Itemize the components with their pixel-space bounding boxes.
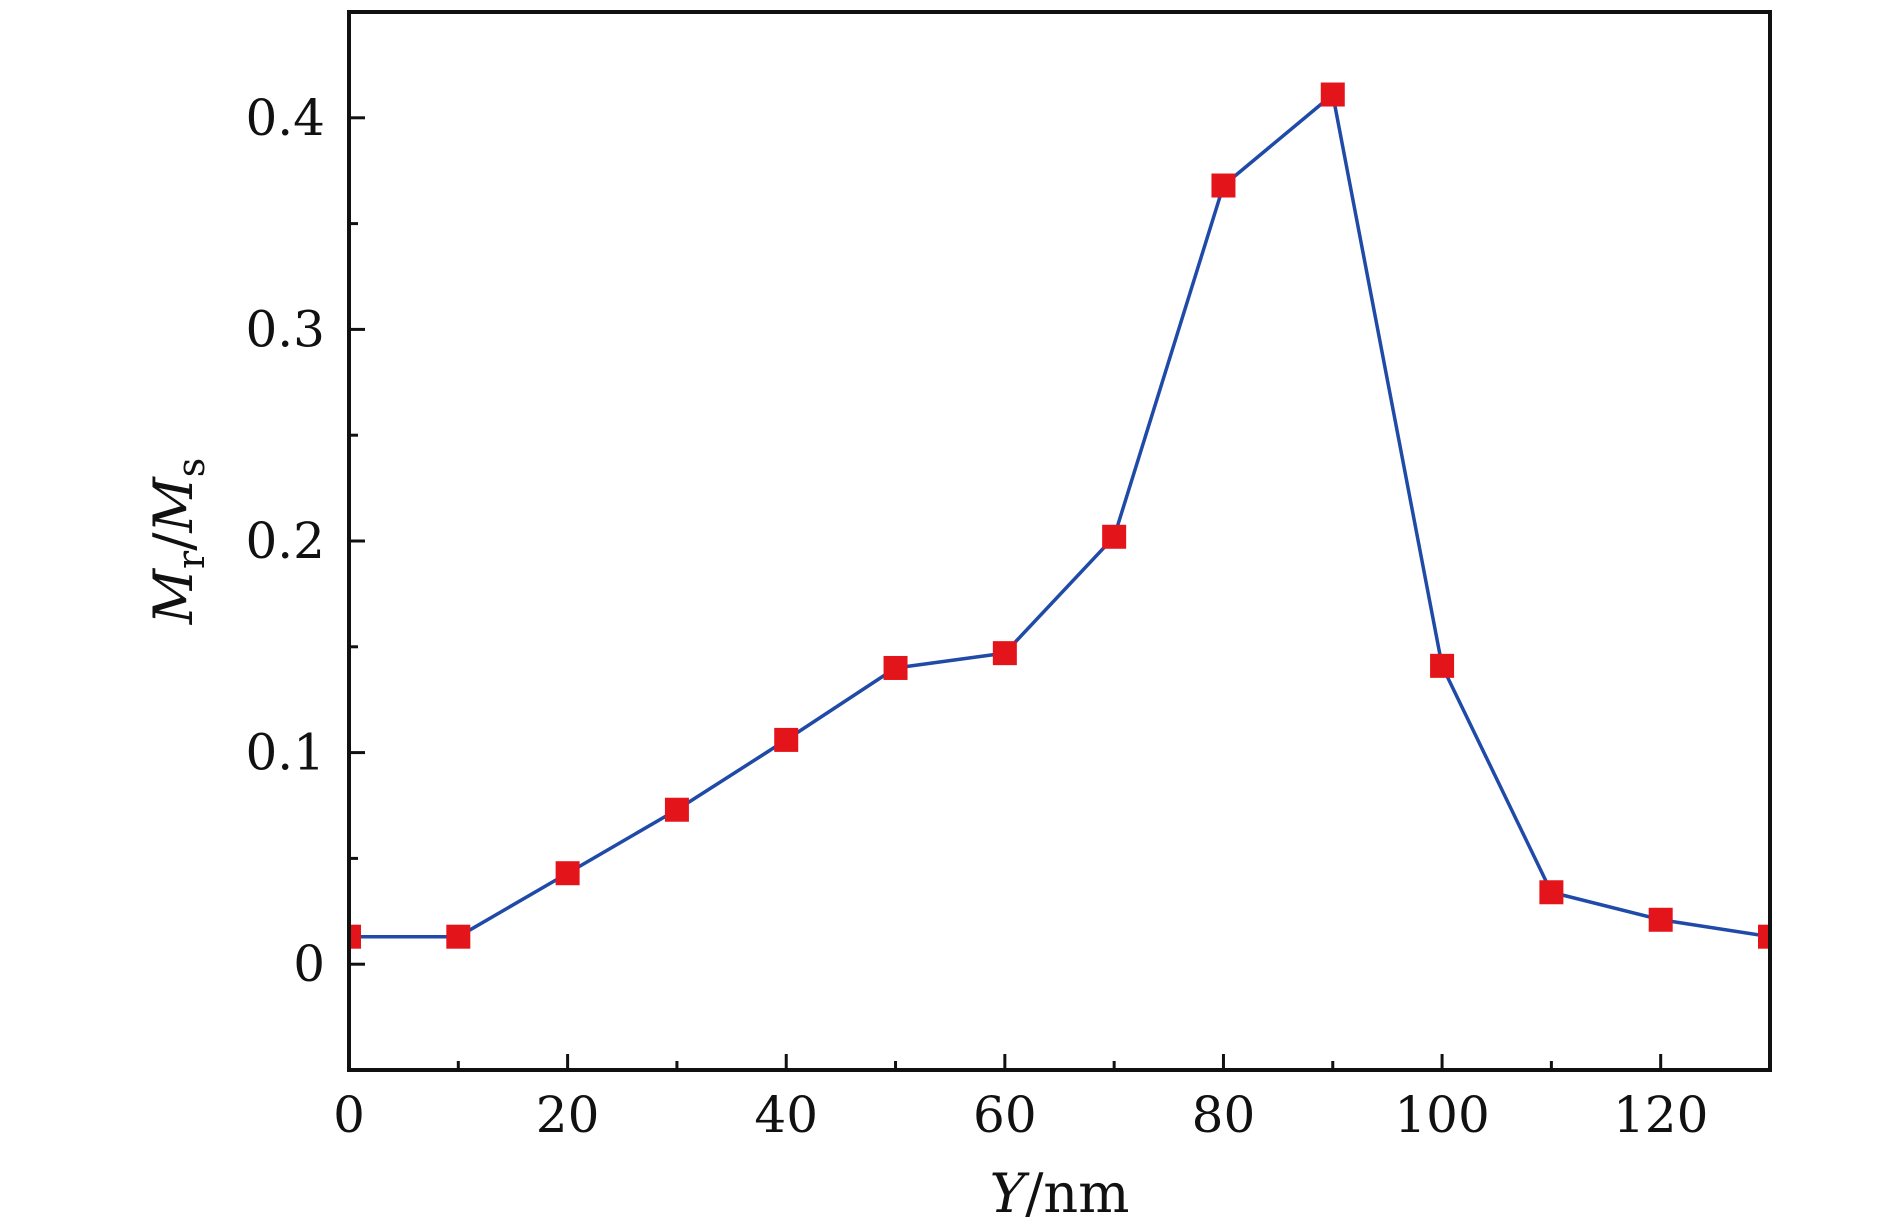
y-tick-label: 0.1 [245, 724, 325, 782]
x-tick-label: 60 [973, 1086, 1037, 1144]
x-tick-label: 20 [536, 1086, 600, 1144]
y-axis-label-main2: M [142, 476, 205, 534]
x-axis-label-var: Y [990, 1162, 1030, 1225]
series-layer [349, 82, 1770, 949]
y-axis-label-sep: / [142, 532, 205, 551]
data-point-marker [774, 727, 799, 752]
data-point-marker [446, 924, 471, 949]
data-point-marker [992, 641, 1017, 666]
data-point-marker [883, 655, 908, 680]
y-axis-label-sub1: r [169, 550, 213, 569]
data-point-marker [1539, 880, 1564, 905]
x-tick-label: 80 [1192, 1086, 1256, 1144]
y-tick-label: 0 [293, 935, 325, 993]
x-tick-label: 120 [1613, 1086, 1708, 1144]
x-tick-label: 0 [333, 1086, 365, 1144]
data-point-marker [1758, 924, 1770, 949]
y-axis-label-sub2: s [169, 458, 213, 478]
data-point-marker [1102, 524, 1127, 549]
x-axis-label: Y/nm [990, 1162, 1130, 1225]
ticks-layer [347, 116, 1663, 1070]
data-point-marker [1320, 82, 1345, 107]
data-point-marker [664, 797, 689, 822]
y-axis-label: Mr/Ms [142, 458, 213, 625]
x-axis-label-unit: /nm [1025, 1162, 1129, 1225]
tick-labels: 0 20 40 60 80 100 120 0 0.1 0.2 0.3 0.4 [245, 89, 1708, 1144]
data-point-marker [1648, 907, 1673, 932]
data-point-marker [349, 924, 361, 949]
y-tick-label: 0.2 [245, 512, 325, 570]
x-tick-label: 40 [754, 1086, 818, 1144]
y-axis-label-main: M [142, 567, 205, 625]
data-point-marker [1211, 173, 1236, 198]
plot-frame [347, 10, 1772, 1072]
y-tick-label: 0.4 [245, 89, 325, 147]
series-line [349, 92, 1770, 939]
data-point-marker [555, 861, 580, 886]
data-point-marker [1430, 653, 1455, 678]
x-tick-label: 100 [1394, 1086, 1489, 1144]
y-tick-label: 0.3 [245, 300, 325, 358]
